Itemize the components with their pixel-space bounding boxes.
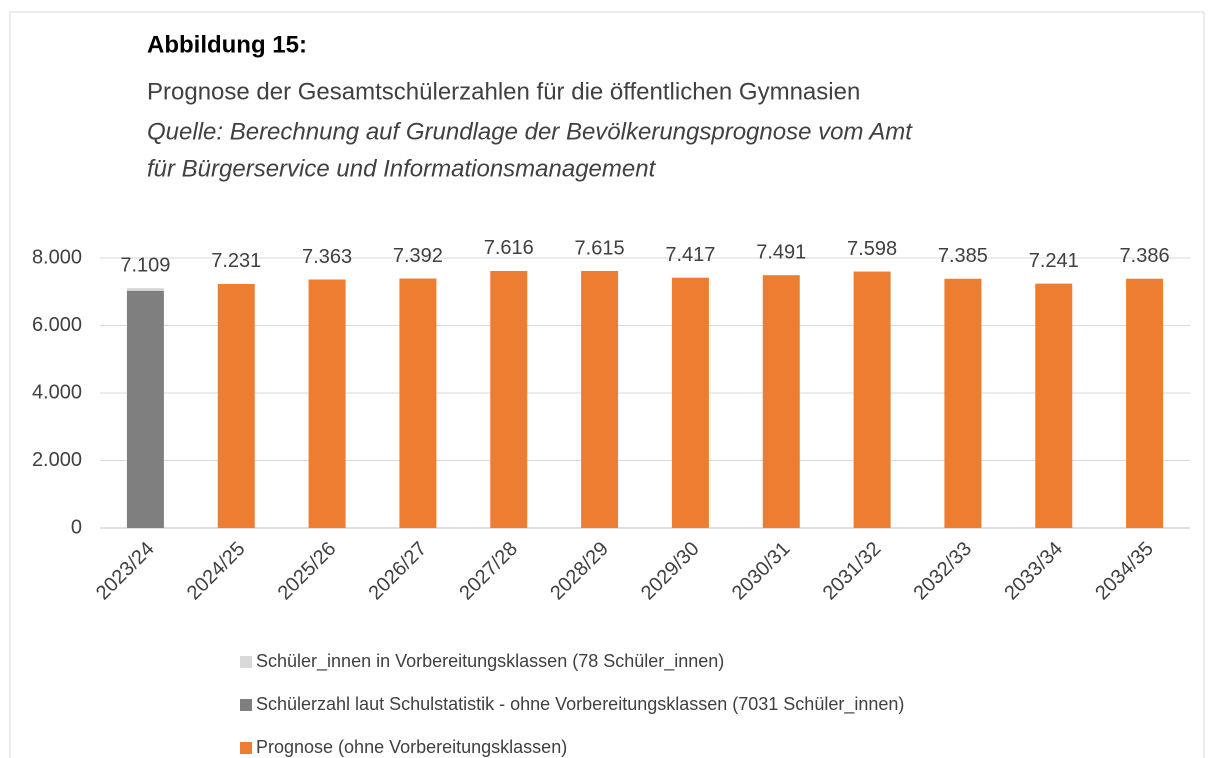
bar-segment (1035, 283, 1073, 528)
chart-source: Quelle: Berechnung auf Grundlage der Bev… (147, 118, 913, 145)
y-tick-label: 8.000 (32, 246, 82, 268)
total-label: 7.392 (393, 245, 443, 267)
total-label: 7.491 (756, 241, 806, 263)
bar-segment (490, 270, 528, 528)
bar-segment (581, 270, 619, 528)
y-tick-label: 6.000 (32, 314, 82, 336)
y-tick-label: 0 (71, 516, 82, 538)
bar-segment (399, 278, 437, 528)
total-label: 7.417 (665, 244, 715, 266)
bar-segment (853, 271, 891, 528)
y-tick-label: 4.000 (32, 381, 82, 403)
total-label: 7.231 (211, 250, 261, 272)
total-label: 7.241 (1029, 250, 1079, 272)
bar-segment (126, 290, 164, 528)
legend-label: Prognose (ohne Vorbereitungsklassen) (256, 737, 567, 757)
legend-swatch (240, 742, 252, 754)
bar-segment (308, 279, 346, 528)
bar-segment (671, 277, 709, 528)
total-label: 7.598 (847, 238, 897, 260)
total-label: 7.386 (1120, 245, 1170, 267)
bar-segment (762, 275, 800, 528)
total-label: 7.385 (938, 245, 988, 267)
chart-subtitle: Prognose der Gesamtschülerzahlen für die… (147, 78, 860, 105)
bar-segment (1126, 278, 1164, 528)
total-label: 7.616 (484, 237, 534, 259)
bar-segment (126, 288, 164, 291)
total-label: 7.109 (120, 254, 170, 276)
total-label: 7.363 (302, 246, 352, 268)
legend-label: Schülerzahl laut Schulstatistik - ohne V… (256, 694, 904, 715)
chart-title: Abbildung 15: (147, 31, 307, 58)
total-label: 7.615 (575, 237, 625, 259)
bar-segment (217, 283, 255, 528)
bar-segment (944, 278, 982, 528)
legend-swatch (240, 656, 252, 668)
y-tick-label: 2.000 (32, 449, 82, 471)
legend-swatch (240, 699, 252, 711)
legend-label: Schüler_innen in Vorbereitungsklassen (7… (256, 651, 724, 672)
chart-source: für Bürgerservice und Informationsmanage… (147, 155, 657, 182)
